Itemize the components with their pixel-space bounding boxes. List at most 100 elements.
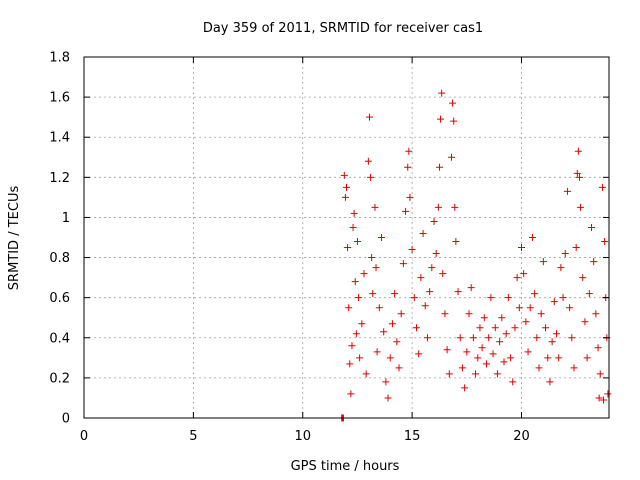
- y-tick-label: 0: [62, 412, 70, 427]
- data-point: [404, 163, 412, 171]
- data-point: [454, 288, 462, 296]
- data-point: [600, 396, 608, 404]
- data-point: [367, 173, 375, 181]
- data-point: [439, 270, 447, 278]
- data-point: [528, 234, 536, 241]
- data-point: [472, 370, 480, 378]
- data-point: [344, 244, 352, 252]
- data-point: [601, 238, 609, 246]
- data-point: [461, 384, 469, 392]
- data-point: [350, 209, 358, 217]
- data-point: [375, 304, 383, 312]
- data-point: [426, 288, 434, 296]
- axis-ticks: [83, 56, 609, 419]
- y-tick-label: 0.6: [49, 291, 70, 306]
- data-point: [500, 358, 508, 366]
- data-point: [585, 290, 593, 298]
- data-point: [372, 264, 380, 272]
- grid-lines: [84, 57, 609, 418]
- data-point: [371, 203, 379, 211]
- data-point: [452, 238, 460, 246]
- data-marks: [338, 89, 612, 422]
- data-point: [393, 338, 401, 346]
- data-point: [533, 334, 541, 342]
- data-point: [566, 304, 574, 312]
- data-point: [441, 310, 449, 318]
- data-point: [550, 298, 558, 306]
- data-point: [526, 304, 534, 312]
- data-point: [410, 294, 418, 302]
- data-point: [489, 350, 497, 358]
- data-point: [598, 183, 606, 191]
- data-point: [546, 378, 554, 386]
- data-point: [476, 324, 484, 332]
- y-tick-label: 0.8: [49, 251, 70, 266]
- data-point: [343, 183, 350, 191]
- data-point: [467, 284, 475, 292]
- data-point: [451, 203, 459, 211]
- data-point: [542, 324, 550, 332]
- data-point: [561, 250, 569, 258]
- data-point: [487, 294, 495, 302]
- data-point: [498, 314, 506, 322]
- data-point: [369, 290, 377, 298]
- data-point: [579, 274, 587, 282]
- data-point: [575, 173, 583, 181]
- y-tick-label: 1.6: [49, 91, 70, 106]
- data-point: [428, 264, 436, 272]
- data-point: [595, 394, 603, 402]
- data-point: [583, 354, 591, 362]
- data-point: [465, 310, 473, 318]
- data-point: [502, 330, 510, 338]
- x-tick-label: 10: [294, 429, 311, 444]
- data-point: [577, 203, 585, 211]
- data-point: [445, 370, 453, 378]
- data-point: [346, 360, 354, 368]
- data-point: [544, 354, 552, 362]
- x-axis-title: GPS time / hours: [291, 459, 400, 474]
- data-point: [423, 334, 431, 342]
- data-point: [469, 334, 477, 342]
- data-point: [588, 223, 595, 231]
- data-point: [563, 187, 571, 195]
- data-point: [355, 294, 363, 302]
- x-tick-label: 20: [513, 429, 530, 444]
- data-point: [504, 294, 512, 302]
- data-point: [592, 310, 600, 318]
- y-tick-labels: 0 0.2 0.4 0.6 0.8 1 1.2 1.4 1.6 1.8: [49, 51, 70, 427]
- data-point: [509, 378, 517, 386]
- data-point: [380, 328, 388, 336]
- data-point: [345, 304, 353, 312]
- data-point: [573, 169, 581, 177]
- data-point: [524, 348, 532, 356]
- data-point: [362, 370, 370, 378]
- data-point: [341, 193, 349, 201]
- data-point: [548, 338, 556, 346]
- data-point: [450, 117, 458, 125]
- data-point: [358, 320, 366, 328]
- data-point: [493, 370, 501, 378]
- data-point: [537, 310, 545, 318]
- data-point: [386, 354, 394, 362]
- data-point: [522, 318, 530, 326]
- data-point: [535, 364, 543, 372]
- x-tick-label: 5: [189, 429, 197, 444]
- data-point: [349, 223, 357, 231]
- data-point: [437, 115, 445, 123]
- plot-frame: [83, 56, 610, 419]
- data-point: [348, 342, 356, 350]
- y-axis-title: SRMTID / TECUs: [7, 186, 22, 291]
- data-point: [518, 244, 525, 252]
- data-point: [395, 364, 403, 372]
- data-point: [496, 338, 504, 346]
- data-point: [557, 264, 565, 272]
- data-point: [483, 360, 490, 368]
- data-point: [448, 153, 455, 161]
- data-point: [458, 364, 466, 372]
- data-point: [421, 302, 429, 310]
- data-point: [559, 294, 567, 302]
- data-point: [373, 348, 381, 356]
- y-tick-label: 0.4: [49, 331, 70, 346]
- y-tick-label: 0.2: [49, 371, 70, 386]
